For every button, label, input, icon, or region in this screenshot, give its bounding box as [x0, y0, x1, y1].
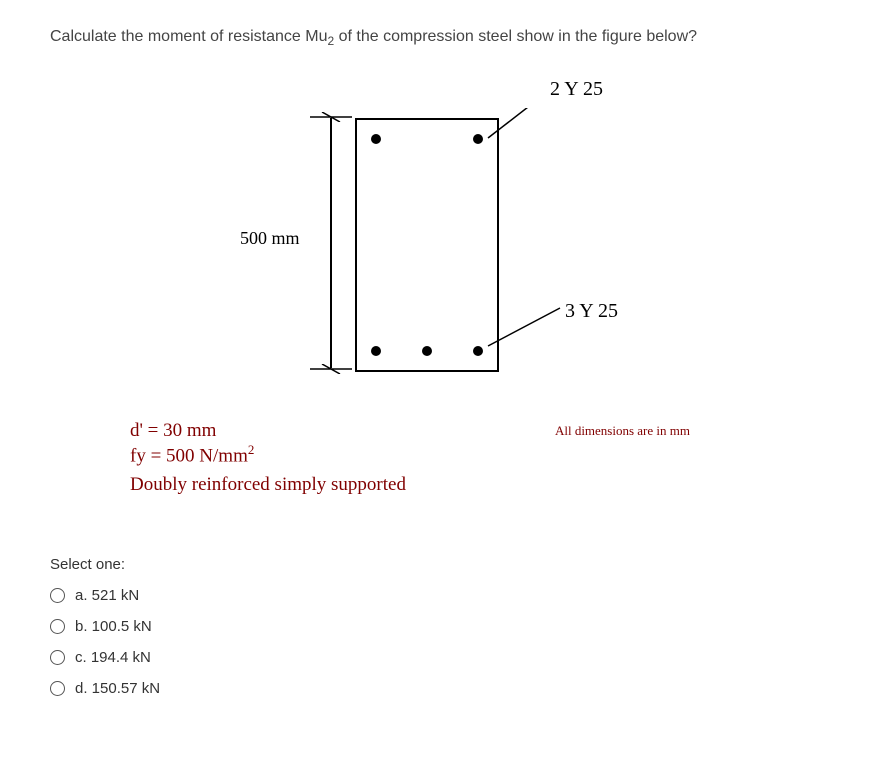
radio-icon[interactable] [50, 681, 65, 696]
bot-rebar [473, 346, 483, 356]
fy-spec: fy = 500 N/mm2 [130, 442, 842, 467]
question-post: of the compression steel show in the fig… [334, 28, 697, 45]
option-label: a. 521 kN [75, 587, 139, 604]
option-b[interactable]: b. 100.5 kN [50, 618, 842, 635]
option-label: b. 100.5 kN [75, 618, 152, 635]
diagram: 500 mm 2 Y 25 3 Y 25 [110, 108, 710, 408]
fy-pre: fy = 500 N/mm [130, 446, 248, 467]
option-label: c. 194.4 kN [75, 649, 151, 666]
d-prime-spec: d' = 30 mm [130, 420, 216, 442]
question-pre: Calculate the moment of resistance Mu [50, 28, 327, 45]
radio-icon[interactable] [50, 588, 65, 603]
options-list: a. 521 kN b. 100.5 kN c. 194.4 kN d. 150… [50, 587, 842, 697]
option-a[interactable]: a. 521 kN [50, 587, 842, 604]
diagram-title: Doubly reinforced simply supported [130, 474, 842, 496]
dim-vertical-line [330, 118, 332, 368]
option-d[interactable]: d. 150.57 kN [50, 680, 842, 697]
option-label: d. 150.57 kN [75, 680, 160, 697]
beam-section [355, 118, 499, 372]
top-bars-label: 2 Y 25 [550, 78, 603, 101]
specs-block: d' = 30 mm All dimensions are in mm fy =… [130, 420, 842, 467]
fy-exp: 2 [248, 442, 255, 457]
radio-icon[interactable] [50, 650, 65, 665]
top-rebar [473, 134, 483, 144]
height-dim-label: 500 mm [240, 228, 300, 249]
top-rebar [371, 134, 381, 144]
option-c[interactable]: c. 194.4 kN [50, 649, 842, 666]
bot-bars-label: 3 Y 25 [565, 300, 618, 323]
question-text: Calculate the moment of resistance Mu2 o… [50, 28, 842, 48]
radio-icon[interactable] [50, 619, 65, 634]
bot-rebar [371, 346, 381, 356]
bot-rebar [422, 346, 432, 356]
dim-note: All dimensions are in mm [555, 423, 690, 439]
select-one-label: Select one: [50, 556, 842, 573]
